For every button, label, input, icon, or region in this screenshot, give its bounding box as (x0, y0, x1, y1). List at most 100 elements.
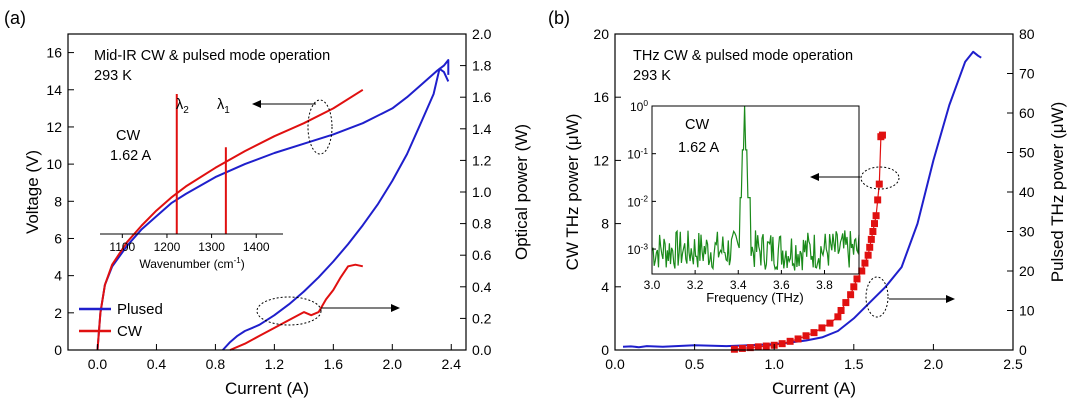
panel-b: (b) 0.0 0.5 1.0 1.5 2.0 2.5048121620010203040… (548, 8, 1067, 398)
panel-a-annotation-line-2: 293 K (94, 68, 132, 84)
panel-b-x-tick-label: 0.0 (605, 356, 625, 372)
panel-a-series-line-3 (229, 263, 364, 351)
panel-a-x-tick-label: 0.8 (206, 356, 226, 372)
panel-b-series-1-marker (866, 243, 874, 251)
panel-a-ylabel-right: Optical power (W) (512, 124, 531, 260)
panel-b-inset-frame (651, 105, 860, 275)
panel-b-inset: 3.0 3.2 3.4 3.6 3.8 10-3 10-2 10-1 100 CW 1.62 A… (627, 98, 860, 305)
panel-b-xlabel: Current (A) (772, 379, 856, 398)
panel-b-x-tick-label: 2.0 (924, 356, 944, 372)
panel-a-inset-x-tick-label: 1200 (154, 240, 181, 254)
panel-a-series-line-0 (96, 59, 450, 351)
panel-b-pulsed-ellipse (865, 276, 889, 318)
panel-a-x-tick-label: 0.4 (147, 356, 167, 372)
panel-b-x-tick-label: 2.5 (1003, 356, 1023, 372)
panel-b-inset-annotation-line-1: CW (685, 117, 709, 133)
panel-a-y-left-tick-label: 6 (54, 230, 62, 246)
panel-b-series-1-marker (858, 267, 866, 275)
panel-b-arrow-left-head (810, 173, 819, 181)
panel-a-y-right-tick-label: 0.6 (472, 247, 492, 263)
panel-b-inset-y-tick-label: 10-2 (627, 194, 648, 210)
panel-a-x-tick-label: 1.6 (324, 356, 344, 372)
panel-b-y-right-tick-label: 20 (1019, 263, 1035, 279)
panel-a-xlabel: Current (A) (225, 379, 309, 398)
panel-a-x-tick-label: 1.2 (265, 356, 285, 372)
panel-a-x-tick-label: 0.0 (88, 356, 108, 372)
panel-b-inset-x-tick-label: 3.6 (773, 278, 790, 292)
panel-b-x-tick-label: 1.5 (844, 356, 864, 372)
panel-b-series-1-marker (810, 329, 818, 337)
panel-a-y-left-tick-label: 4 (54, 268, 62, 284)
panel-a-inset-x-tick-label: 1100 (109, 240, 135, 254)
panel-a-ylabel-left: Voltage (V) (23, 150, 42, 234)
panel-a-legend: Plused CW (79, 301, 163, 340)
panel-a-y-left-tick-label: 0 (54, 342, 62, 358)
panel-b-series-1-marker (786, 337, 794, 345)
panel-a-x-tick-label: 2.4 (442, 356, 462, 372)
panel-b-annotation-line-1: THz CW & pulsed mode operation (633, 48, 853, 64)
panel-a-inset-annotation-line-2: 1.62 A (110, 148, 151, 164)
panel-a-y-left-tick-label: 8 (54, 193, 62, 209)
panel-a-arrow-left-head (252, 100, 261, 108)
panel-a: (a) 0.0 0.4 0.8 1.2 1.6 2.0 2.4 0 2 4 6 8 10 12 14 16 0.… (4, 8, 531, 398)
panel-b-series-1-marker (826, 319, 834, 327)
panel-b-series-1-marker (738, 344, 746, 352)
panel-b-series-1-marker (842, 299, 850, 307)
panel-a-y-left-tick-label: 2 (54, 305, 62, 321)
panel-b-cw-ellipse (860, 166, 900, 190)
panel-b-series-1-marker (746, 344, 754, 352)
panel-a-inset-peak-label-lambda2: λ2 (176, 97, 189, 116)
panel-b-y-left-tick-label: 4 (601, 279, 609, 295)
panel-b-series-1-marker (874, 196, 882, 204)
panel-a-y-left-tick-label: 12 (46, 119, 62, 135)
panel-b-series-1-marker (847, 291, 855, 299)
panel-b-y-right-tick-label: 80 (1019, 26, 1035, 42)
panel-b-series-1-marker (867, 235, 875, 243)
panel-b-series-1-marker (875, 180, 883, 188)
panel-a-y-right-tick-label: 0.2 (472, 310, 492, 326)
panel-b-series-1-marker (762, 342, 770, 350)
panel-b-series-1-marker (778, 340, 786, 348)
panel-a-y-right-tick-label: 0.8 (472, 216, 492, 232)
panel-b-inset-y-tick-label: 100 (630, 98, 648, 114)
panel-b-series-1-marker (794, 335, 802, 343)
panel-a-series-line-1 (96, 88, 364, 351)
panel-b-y-left-tick-label: 20 (593, 26, 609, 42)
panel-b-ylabel-right: Pulsed THz power (μW) (1048, 102, 1067, 282)
panel-b-inset-x-tick-label: 3.8 (816, 278, 833, 292)
panel-b-x-tick-label: 0.5 (685, 356, 705, 372)
panel-a-inset-xlabel: Wavenumber (cm-1) (139, 256, 244, 271)
panel-b-y-left-tick-label: 12 (593, 152, 609, 168)
panel-b-series-1-marker (870, 220, 878, 228)
panel-a-y-right-tick-label: 0.4 (472, 279, 492, 295)
panel-b-series-1-marker (850, 283, 858, 291)
panel-b-inset-xlabel: Frequency (THz) (706, 290, 804, 305)
panel-b-series-1-marker (837, 307, 845, 314)
panel-a-inset: 1100 1200 1300 1400 CW 1.62 A λ2 λ1 Wavenum… (100, 94, 283, 271)
legend-label-plused: Plused (117, 301, 163, 318)
panel-b-series-1-marker (872, 212, 880, 220)
panel-a-y-right-tick-label: 1.4 (472, 121, 492, 137)
panel-b-series-1-marker (802, 332, 810, 340)
panel-b-x-tick-label: 1.0 (764, 356, 784, 372)
panel-a-x-tick-label: 2.0 (383, 356, 403, 372)
panel-a-inset-x-tick-label: 1300 (198, 240, 225, 254)
panel-a-y-right-tick-label: 1.0 (472, 184, 492, 200)
panel-b-ylabel-left: CW THz power (μW) (563, 114, 582, 271)
panel-a-inset-peak-label-lambda1: λ1 (217, 97, 230, 116)
panel-b-series-line-0 (622, 50, 982, 349)
panel-a-series-line-2 (222, 67, 450, 351)
panel-b-y-left-tick-label: 0 (601, 342, 609, 358)
panel-b-series-1-marker (834, 313, 842, 321)
legend-label-cw: CW (117, 323, 143, 340)
panel-b-inset-y-tick-label: 10-3 (627, 241, 648, 257)
panel-b-series-1-marker (754, 343, 762, 351)
panel-a-annotation-line-1: Mid-IR CW & pulsed mode operation (94, 48, 330, 64)
panel-b-series-1-marker (861, 259, 869, 267)
panel-b-y-right-tick-label: 30 (1019, 224, 1035, 240)
panel-b-series-1-marker (869, 228, 877, 235)
panel-b-series-1-marker (730, 345, 738, 353)
panel-a-inset-x-tick-label: 1400 (243, 240, 270, 254)
panel-b-label: (b) (548, 8, 570, 28)
